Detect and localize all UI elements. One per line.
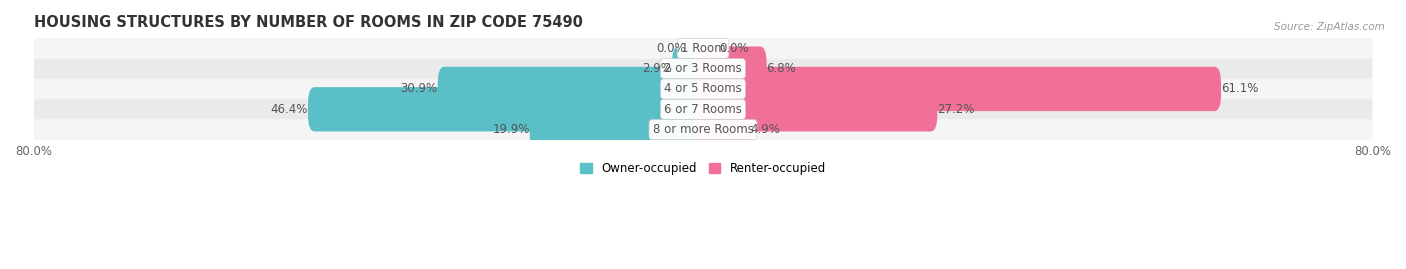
FancyBboxPatch shape — [696, 87, 938, 132]
Text: 6.8%: 6.8% — [766, 62, 796, 75]
FancyBboxPatch shape — [437, 67, 710, 111]
Legend: Owner-occupied, Renter-occupied: Owner-occupied, Renter-occupied — [575, 157, 831, 180]
FancyBboxPatch shape — [696, 67, 1220, 111]
FancyBboxPatch shape — [530, 107, 710, 152]
Text: 30.9%: 30.9% — [401, 83, 437, 95]
FancyBboxPatch shape — [34, 38, 1372, 58]
Text: 0.0%: 0.0% — [657, 42, 686, 55]
Text: 6 or 7 Rooms: 6 or 7 Rooms — [664, 103, 742, 116]
Text: 19.9%: 19.9% — [492, 123, 530, 136]
Text: Source: ZipAtlas.com: Source: ZipAtlas.com — [1274, 22, 1385, 31]
FancyBboxPatch shape — [672, 47, 710, 91]
Text: 1 Room: 1 Room — [681, 42, 725, 55]
Text: 2.9%: 2.9% — [643, 62, 672, 75]
FancyBboxPatch shape — [34, 79, 1372, 99]
Text: 0.0%: 0.0% — [720, 42, 749, 55]
Text: 2 or 3 Rooms: 2 or 3 Rooms — [664, 62, 742, 75]
FancyBboxPatch shape — [34, 119, 1372, 140]
FancyBboxPatch shape — [696, 47, 766, 91]
Text: HOUSING STRUCTURES BY NUMBER OF ROOMS IN ZIP CODE 75490: HOUSING STRUCTURES BY NUMBER OF ROOMS IN… — [34, 15, 582, 30]
FancyBboxPatch shape — [34, 58, 1372, 79]
FancyBboxPatch shape — [696, 107, 751, 152]
Text: 4 or 5 Rooms: 4 or 5 Rooms — [664, 83, 742, 95]
Text: 46.4%: 46.4% — [270, 103, 308, 116]
Text: 27.2%: 27.2% — [938, 103, 974, 116]
Text: 8 or more Rooms: 8 or more Rooms — [652, 123, 754, 136]
Text: 4.9%: 4.9% — [751, 123, 780, 136]
FancyBboxPatch shape — [308, 87, 710, 132]
Text: 61.1%: 61.1% — [1220, 83, 1258, 95]
FancyBboxPatch shape — [34, 99, 1372, 119]
